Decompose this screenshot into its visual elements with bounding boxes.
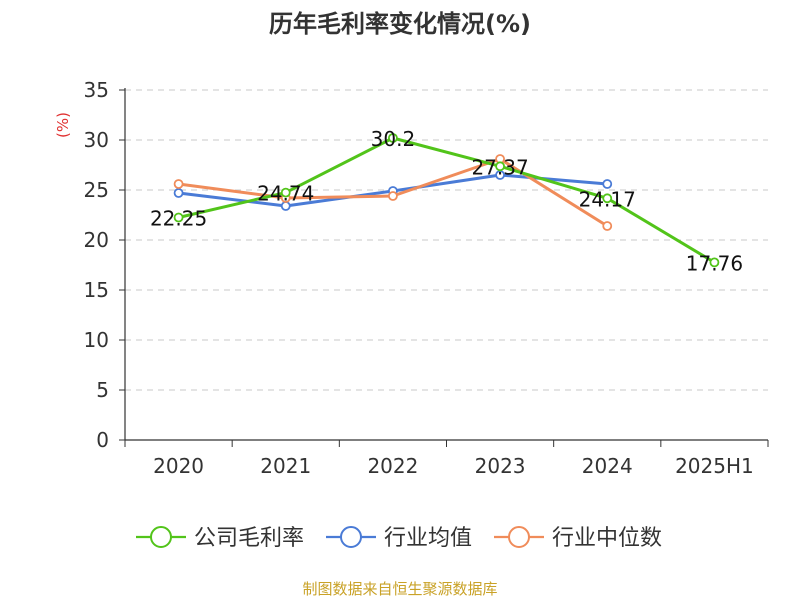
y-tick-label: 5	[96, 378, 109, 402]
x-tick-label: 2025H1	[675, 454, 754, 478]
data-label: 30.2	[371, 127, 416, 151]
legend-item: 公司毛利率	[136, 526, 304, 551]
data-point	[388, 191, 398, 201]
legend-label: 行业中位数	[552, 526, 662, 551]
series-lines	[173, 133, 720, 268]
data-labels: 22.25 24.74 30.2 27.37 24.17 17.76	[150, 127, 743, 275]
y-tick-label: 30	[84, 128, 109, 152]
x-tick-label: 2024	[582, 454, 633, 478]
data-label: 17.76	[686, 251, 743, 275]
x-tick-label: 2023	[475, 454, 526, 478]
legend-label: 公司毛利率	[194, 526, 304, 551]
data-point	[495, 161, 505, 172]
legend: 公司毛利率 行业均值 行业中位数	[136, 526, 662, 551]
data-point	[709, 257, 720, 268]
y-tick-label: 25	[84, 178, 109, 202]
x-tick-label: 2020	[153, 454, 204, 478]
data-point	[602, 179, 613, 189]
axes: 0 5 10 15 20 25 30 35 2020 2021 2022 2023 2024 2025H1…	[54, 78, 769, 478]
data-label: 22.25	[150, 207, 207, 231]
data-point	[602, 221, 613, 231]
data-point	[173, 188, 184, 198]
grid-lines	[125, 89, 768, 391]
x-tick-label: 2021	[260, 454, 311, 478]
legend-item: 行业中位数	[494, 526, 662, 551]
legend-label: 行业均值	[384, 526, 472, 551]
legend-marker	[340, 526, 362, 548]
data-point	[173, 212, 184, 223]
y-tick-label: 15	[84, 278, 109, 302]
source-note: 制图数据来自恒生聚源数据库	[302, 580, 498, 598]
data-label: 24.17	[579, 187, 636, 211]
series-line-0	[178, 136, 716, 264]
legend-item: 行业均值	[326, 526, 472, 551]
y-tick-label: 35	[84, 78, 109, 102]
data-point	[173, 179, 184, 189]
y-tick-label: 0	[96, 428, 109, 452]
y-tick-label: 20	[84, 228, 109, 252]
data-point	[602, 193, 613, 204]
legend-marker	[150, 526, 172, 548]
chart-title: 历年毛利率变化情况(%)	[269, 10, 531, 38]
x-tick-label: 2022	[367, 454, 418, 478]
data-label: 24.74	[257, 182, 314, 206]
data-label: 27.37	[471, 155, 528, 179]
data-point	[388, 133, 398, 143]
legend-marker	[508, 526, 530, 548]
data-point	[280, 187, 291, 198]
y-tick-label: 10	[84, 328, 109, 352]
y-axis-label: (%)	[54, 112, 72, 138]
